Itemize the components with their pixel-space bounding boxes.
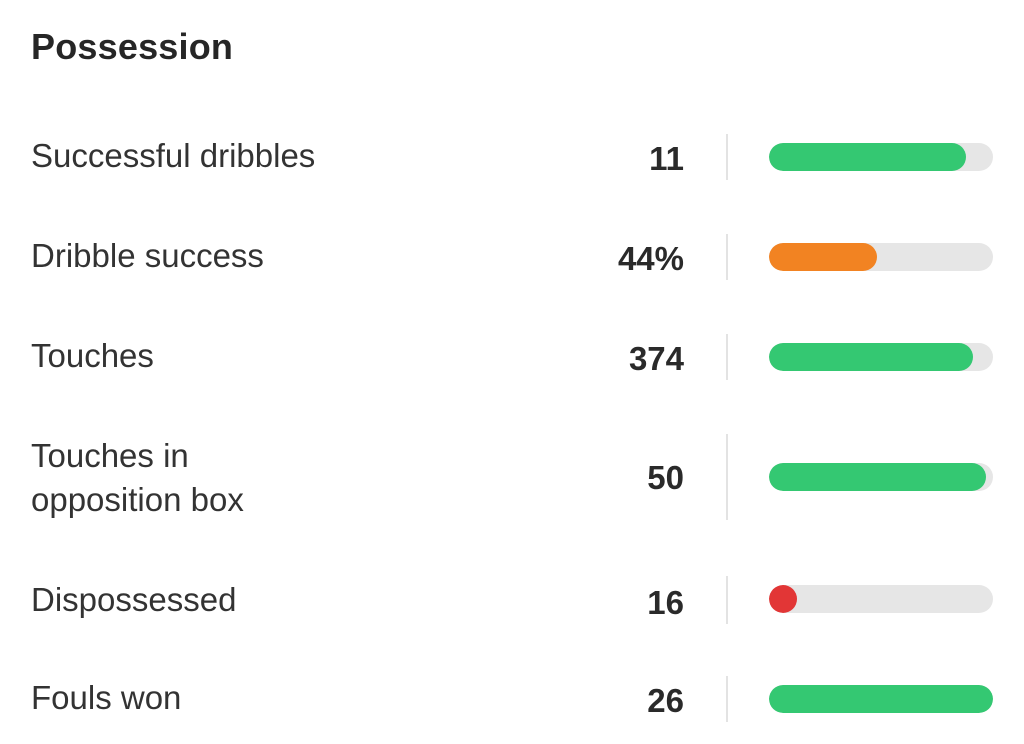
- stat-row-successful-dribbles: Successful dribbles 11: [0, 130, 1024, 186]
- row-divider: [726, 434, 728, 520]
- stat-row-touches: Touches 374: [0, 330, 1024, 386]
- row-divider: [726, 576, 728, 624]
- section-title: Possession: [31, 26, 234, 67]
- stat-label: Touches: [31, 337, 154, 374]
- percentile-bar: [769, 463, 993, 491]
- stat-value: 50: [647, 459, 684, 496]
- stat-label: Successful dribbles: [31, 137, 316, 174]
- stat-row-fouls-won: Fouls won 26: [0, 672, 1024, 728]
- stat-value: 374: [628, 340, 684, 377]
- stat-label: Dribble success: [31, 237, 264, 274]
- stat-row-touches-in-opposition-box: Touches in opposition box 50: [0, 430, 1024, 526]
- percentile-bar-fill: [769, 685, 993, 713]
- stat-value: 11: [649, 140, 684, 177]
- stat-value: 16: [647, 584, 684, 621]
- percentile-bar: [769, 343, 993, 371]
- percentile-bar: [769, 685, 993, 713]
- stat-label: Dispossessed: [31, 581, 237, 618]
- stat-value: 44%: [617, 240, 684, 277]
- stat-label: Touches in opposition box: [31, 437, 244, 518]
- stat-row-dribble-success: Dribble success 44%: [0, 230, 1024, 286]
- row-divider: [726, 234, 728, 280]
- stat-row-dispossessed: Dispossessed 16: [0, 572, 1024, 628]
- row-divider: [726, 334, 728, 380]
- row-divider: [726, 134, 728, 180]
- stat-value: 26: [647, 682, 684, 719]
- percentile-bar-fill: [769, 463, 986, 491]
- percentile-bar: [769, 585, 993, 613]
- percentile-bar-fill: [769, 343, 973, 371]
- percentile-bar: [769, 143, 993, 171]
- row-divider: [726, 676, 728, 722]
- percentile-bar-fill: [769, 243, 877, 271]
- stat-label: Fouls won: [31, 679, 182, 716]
- percentile-bar-fill: [769, 143, 966, 171]
- percentile-bar-fill: [769, 585, 797, 613]
- percentile-bar: [769, 243, 993, 271]
